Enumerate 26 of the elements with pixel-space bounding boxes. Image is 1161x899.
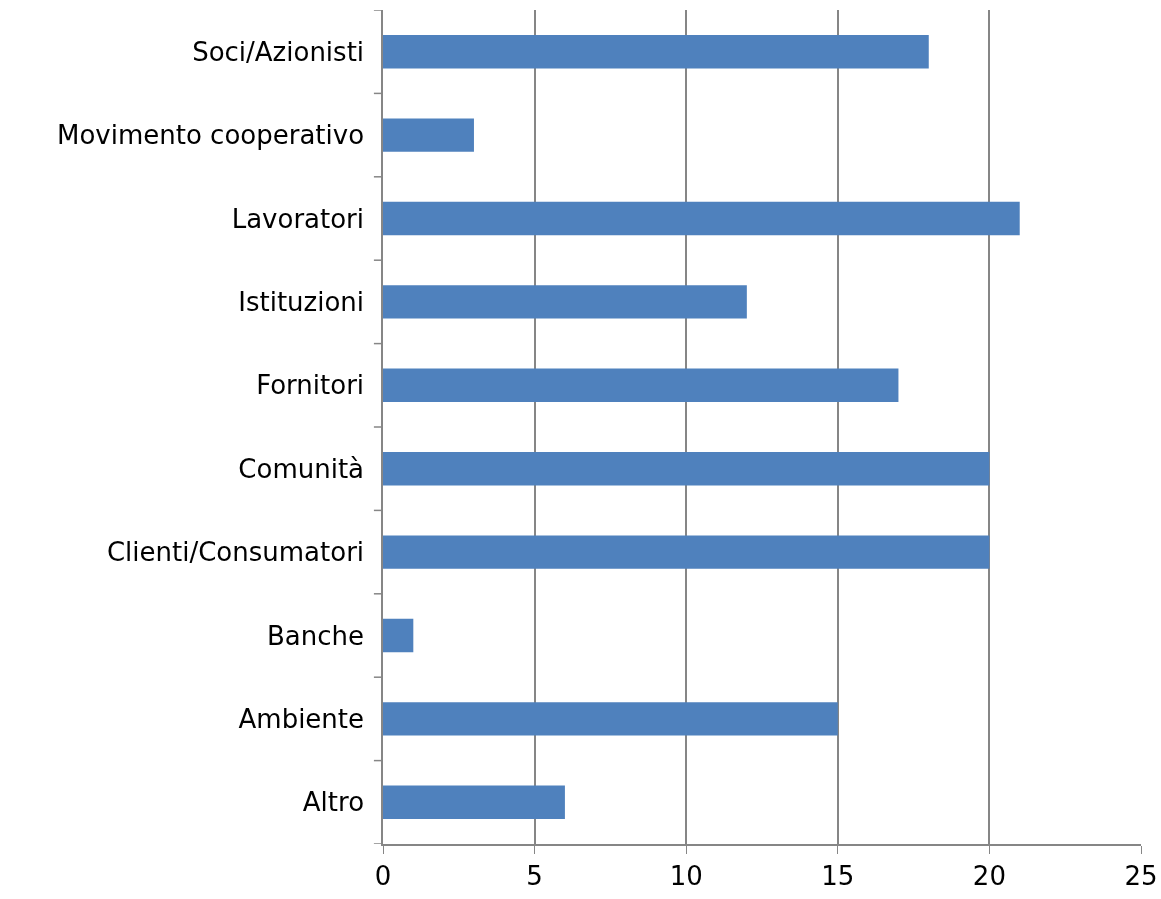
bar bbox=[383, 285, 747, 319]
bar bbox=[383, 452, 990, 486]
bar bbox=[383, 785, 565, 819]
x-tick-label: 5 bbox=[526, 860, 543, 891]
x-tick-label: 0 bbox=[374, 860, 392, 891]
bar bbox=[383, 35, 929, 69]
bar bbox=[383, 535, 990, 569]
y-tick-label: Comunità bbox=[238, 453, 365, 484]
x-tick-label: 20 bbox=[972, 860, 1006, 891]
y-tick-label: Soci/Azionisti bbox=[192, 36, 365, 67]
bar bbox=[383, 368, 899, 402]
y-tick-label: Fornitori bbox=[256, 370, 365, 401]
x-tick-label: 10 bbox=[669, 860, 703, 891]
y-tick-label: Banche bbox=[267, 620, 365, 651]
y-tick-label: Lavoratori bbox=[231, 203, 365, 234]
bar bbox=[383, 118, 474, 152]
y-tick-label: Clienti/Consumatori bbox=[106, 537, 365, 568]
x-tick-label: 15 bbox=[821, 860, 855, 891]
y-tick-label: Ambiente bbox=[238, 704, 365, 734]
x-tick-label: 25 bbox=[1124, 860, 1158, 891]
y-tick-label: Altro bbox=[302, 787, 365, 818]
bar bbox=[383, 702, 838, 736]
bar bbox=[383, 201, 1020, 236]
y-tick-label: Istituzioni bbox=[238, 287, 365, 317]
bar bbox=[383, 618, 414, 653]
y-tick-label: Movimento cooperativo bbox=[56, 120, 365, 151]
